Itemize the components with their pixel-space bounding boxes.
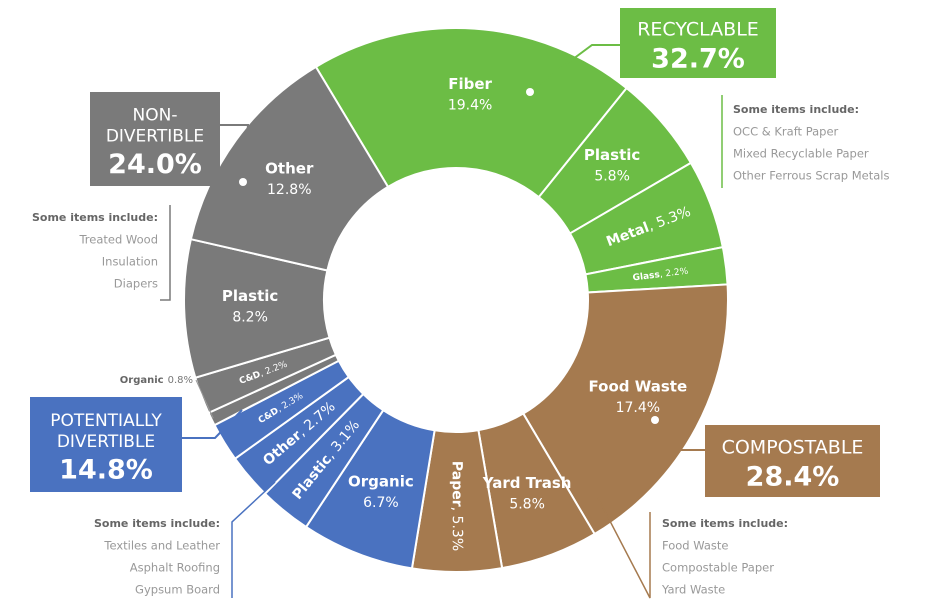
group-box <box>620 8 776 78</box>
group-name: COMPOSTABLE <box>722 437 864 459</box>
group-value: 14.8% <box>59 455 153 486</box>
segment-name: Food Waste <box>589 377 688 395</box>
items-title: Some items include: <box>733 103 859 116</box>
group-box <box>705 425 880 497</box>
leader-dot <box>239 178 247 186</box>
item: Compostable Paper <box>662 561 774 575</box>
group-name: DIVERTIBLE <box>57 432 155 452</box>
segment-value: , 5.3% <box>449 507 465 552</box>
segment-name: Organic <box>120 375 164 386</box>
items-bracket <box>597 497 651 599</box>
item: Mixed Recyclable Paper <box>733 147 869 161</box>
segment-name: Yard Trash <box>482 474 572 492</box>
leader-line <box>195 379 214 419</box>
items-title: Some items include: <box>32 211 158 224</box>
leader-line <box>533 44 620 89</box>
item: Food Waste <box>662 539 729 553</box>
segment-name: Plastic <box>222 287 278 305</box>
segment-name: Plastic <box>584 146 640 164</box>
segment-name: Paper <box>449 461 465 507</box>
segment-value: 6.7% <box>363 495 399 511</box>
leader-line <box>182 409 243 439</box>
items-title: Some items include: <box>662 517 788 530</box>
segment-value: 8.2% <box>232 310 268 326</box>
segment-label: Glass, 2.2% <box>632 266 689 283</box>
segment-name: Fiber <box>448 75 492 93</box>
segment-value: , 2.2% <box>659 266 689 280</box>
donut-segment <box>314 27 628 199</box>
item: Textiles and Leather <box>103 539 220 553</box>
segment-label: Organic 0.8% <box>120 375 193 386</box>
segment-name: Organic <box>348 472 414 490</box>
segment-value: 5.8% <box>594 169 630 185</box>
item: Yard Waste <box>661 583 725 597</box>
segment-value: 5.8% <box>509 496 545 512</box>
group-name: POTENTIALLY <box>50 411 162 431</box>
group-box <box>90 92 220 186</box>
group-value: 28.4% <box>746 462 840 493</box>
leader-dot <box>651 416 659 424</box>
item: Diapers <box>114 277 158 291</box>
item: OCC & Kraft Paper <box>733 125 839 139</box>
donut-segment <box>521 283 729 536</box>
group-value: 24.0% <box>108 149 202 180</box>
item: Other Ferrous Scrap Metals <box>733 169 889 183</box>
group-name: RECYCLABLE <box>637 19 759 41</box>
leader-dot <box>526 88 534 96</box>
group-value: 32.7% <box>651 44 745 75</box>
item: Asphalt Roofing <box>130 561 220 575</box>
group-name: NON- <box>133 106 178 126</box>
item: Gypsum Board <box>135 583 220 597</box>
segment-label: Paper, 5.3% <box>449 461 465 551</box>
group-name: DIVERTIBLE <box>106 127 204 147</box>
segment-value: 0.8% <box>168 375 193 386</box>
group-box <box>30 397 182 492</box>
items-bracket <box>231 481 276 598</box>
items-bracket <box>160 205 171 301</box>
segment-value: 12.8% <box>267 182 311 198</box>
segment-name: Glass <box>632 270 660 283</box>
segment-name: Other <box>265 160 314 178</box>
leader-line <box>220 124 250 181</box>
leader-line <box>657 423 705 451</box>
item: Treated Wood <box>78 233 158 247</box>
item: Insulation <box>102 255 158 269</box>
segment-value: 17.4% <box>616 400 660 416</box>
items-title: Some items include: <box>94 517 220 530</box>
segment-value: 19.4% <box>448 97 492 113</box>
